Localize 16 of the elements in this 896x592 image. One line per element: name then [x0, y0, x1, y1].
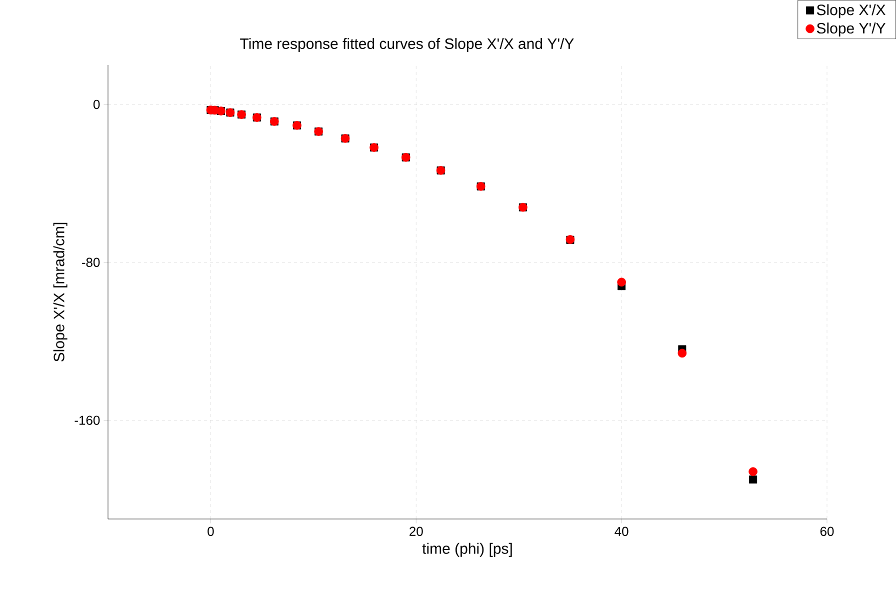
legend-label: Slope Y'/Y	[816, 22, 886, 37]
chart-title: Time response fitted curves of Slope X'/X and Y'/Y	[240, 38, 574, 52]
point	[748, 467, 758, 476]
y-tick-label: -160	[74, 416, 100, 425]
point	[678, 348, 687, 358]
point	[617, 278, 626, 287]
x-tick-label: 20	[410, 526, 423, 536]
x-axis-title: time (phi) [ps]	[422, 542, 512, 557]
x-tick-label: 40	[614, 526, 628, 536]
y-axis-title: Slope X'/X [mrad/cm]	[53, 222, 68, 362]
point	[749, 476, 758, 484]
legend-label: Slope X'/X	[816, 4, 886, 18]
y-tick-label: 0	[93, 100, 100, 110]
y-tick-label: -80	[82, 258, 100, 267]
x-tick-label: 0	[208, 526, 214, 536]
x-tick-label: 60	[820, 526, 834, 536]
